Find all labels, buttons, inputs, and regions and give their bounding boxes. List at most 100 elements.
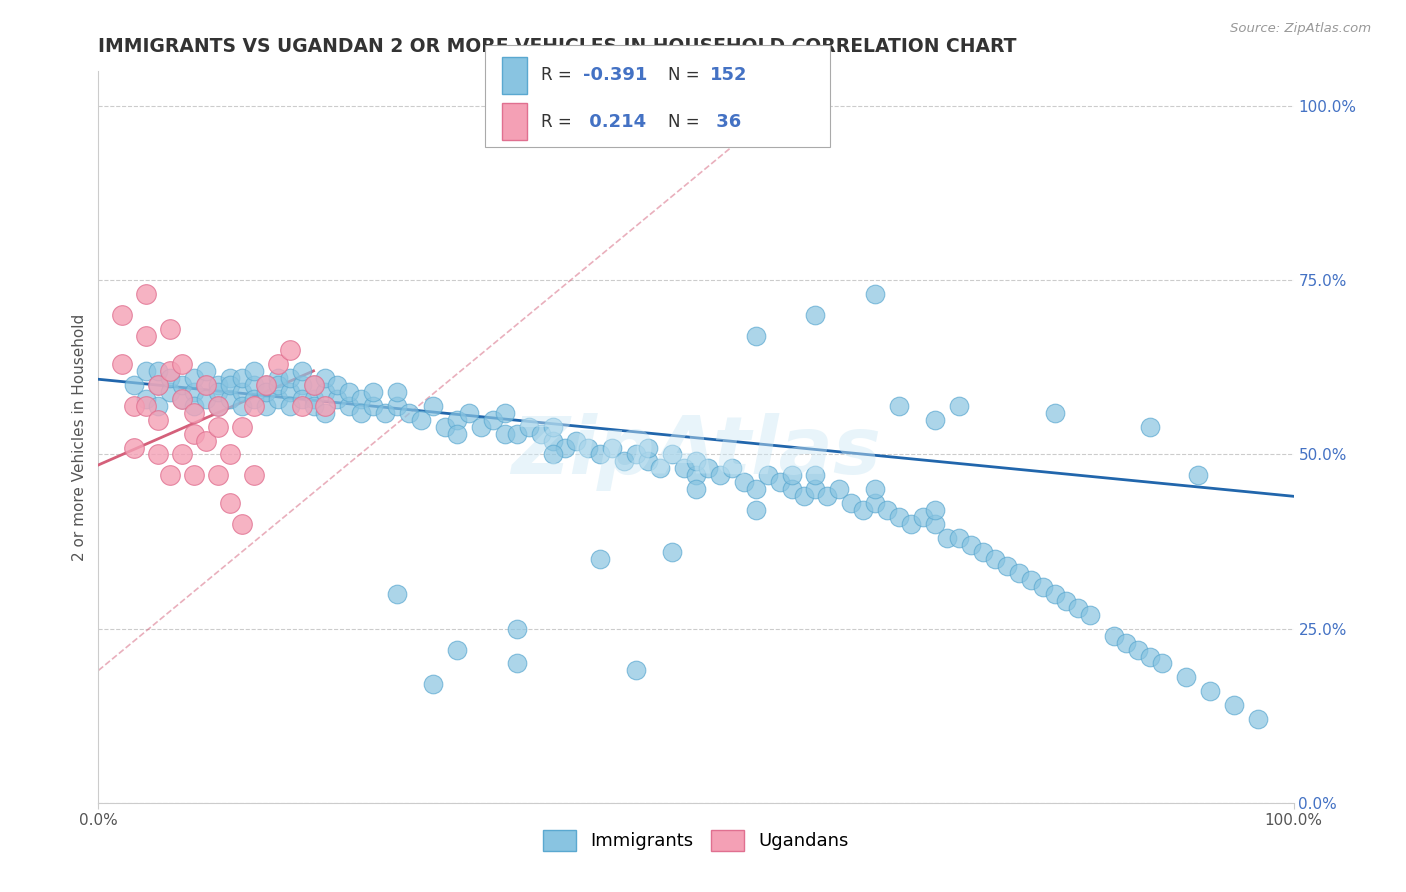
- Point: [231, 371, 253, 385]
- Point: [254, 377, 277, 392]
- Point: [135, 329, 157, 343]
- Point: [243, 392, 266, 406]
- Point: [172, 377, 194, 392]
- Point: [183, 406, 205, 420]
- Point: [231, 384, 253, 399]
- Point: [159, 322, 181, 336]
- Point: [1032, 580, 1054, 594]
- Point: [648, 461, 672, 475]
- Point: [721, 461, 744, 475]
- Point: [685, 483, 707, 497]
- Point: [291, 364, 314, 378]
- Point: [315, 384, 337, 399]
- Point: [1139, 649, 1161, 664]
- Point: [1019, 573, 1042, 587]
- Point: [172, 357, 194, 371]
- Point: [589, 552, 612, 566]
- Point: [1043, 587, 1066, 601]
- Point: [541, 434, 564, 448]
- Point: [243, 377, 266, 392]
- Point: [195, 392, 218, 406]
- Point: [745, 329, 768, 343]
- Point: [685, 454, 707, 468]
- Point: [697, 461, 720, 475]
- Point: [172, 392, 194, 406]
- Point: [733, 475, 755, 490]
- Point: [411, 412, 433, 426]
- Point: [278, 399, 301, 413]
- Point: [458, 406, 481, 420]
- Point: [1056, 594, 1078, 608]
- Point: [470, 419, 492, 434]
- Point: [148, 377, 170, 392]
- Point: [960, 538, 983, 552]
- Point: [159, 371, 181, 385]
- Point: [219, 371, 242, 385]
- Point: [374, 406, 396, 420]
- Point: [219, 448, 242, 462]
- Point: [207, 468, 229, 483]
- Point: [124, 377, 146, 392]
- Point: [911, 510, 934, 524]
- Point: [626, 664, 648, 678]
- Point: [661, 448, 683, 462]
- Point: [804, 468, 827, 483]
- Point: [1152, 657, 1174, 671]
- Point: [589, 448, 612, 462]
- Point: [481, 412, 505, 426]
- Point: [768, 475, 790, 490]
- Point: [135, 392, 157, 406]
- Legend: Immigrants, Ugandans: Immigrants, Ugandans: [534, 821, 858, 860]
- Point: [1043, 406, 1066, 420]
- Point: [172, 392, 194, 406]
- Point: [446, 642, 468, 657]
- Point: [207, 377, 229, 392]
- Point: [876, 503, 898, 517]
- Point: [291, 377, 314, 392]
- Point: [709, 468, 731, 483]
- Point: [254, 399, 277, 413]
- Point: [183, 384, 205, 399]
- Point: [1139, 419, 1161, 434]
- Point: [554, 441, 576, 455]
- Point: [363, 399, 385, 413]
- Point: [1115, 635, 1137, 649]
- Point: [1080, 607, 1102, 622]
- Text: R =: R =: [541, 112, 578, 130]
- Text: R =: R =: [541, 66, 578, 85]
- Point: [446, 426, 468, 441]
- Point: [148, 377, 170, 392]
- Point: [195, 434, 218, 448]
- Point: [613, 454, 636, 468]
- Y-axis label: 2 or more Vehicles in Household: 2 or more Vehicles in Household: [72, 313, 87, 561]
- Point: [494, 426, 516, 441]
- Point: [865, 483, 887, 497]
- Point: [135, 399, 157, 413]
- Point: [291, 399, 314, 413]
- Point: [565, 434, 588, 448]
- Point: [637, 454, 659, 468]
- Point: [291, 392, 314, 406]
- Point: [302, 377, 325, 392]
- Point: [315, 371, 337, 385]
- Point: [852, 503, 875, 517]
- Point: [231, 399, 253, 413]
- Point: [530, 426, 553, 441]
- Point: [1223, 698, 1246, 713]
- Point: [889, 510, 911, 524]
- Point: [385, 587, 409, 601]
- Point: [350, 392, 373, 406]
- Point: [148, 399, 170, 413]
- Point: [243, 468, 266, 483]
- Point: [865, 287, 887, 301]
- Point: [326, 392, 349, 406]
- Point: [159, 364, 181, 378]
- Point: [780, 483, 803, 497]
- Point: [1008, 566, 1031, 580]
- Point: [159, 468, 181, 483]
- Point: [254, 377, 277, 392]
- Point: [267, 357, 290, 371]
- Point: [148, 364, 170, 378]
- Point: [1067, 600, 1090, 615]
- Point: [183, 371, 205, 385]
